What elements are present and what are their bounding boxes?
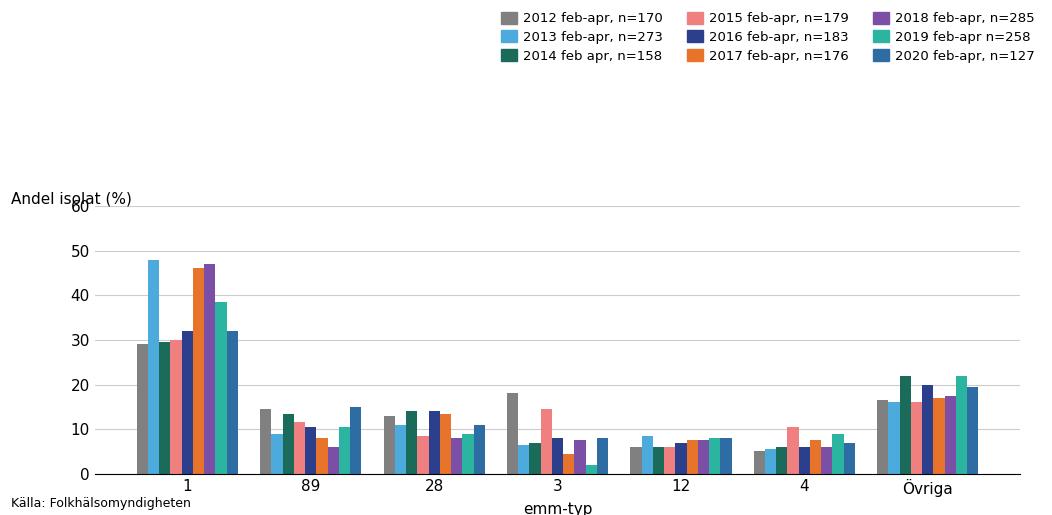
Bar: [394, 425, 406, 474]
Bar: [810, 440, 822, 474]
Bar: [137, 345, 148, 474]
Bar: [428, 411, 440, 474]
Bar: [899, 375, 911, 474]
Legend: 2012 feb-apr, n=170, 2013 feb-apr, n=273, 2014 feb apr, n=158, 2015 feb-apr, n=1: 2012 feb-apr, n=170, 2013 feb-apr, n=273…: [501, 12, 1035, 63]
Bar: [216, 302, 227, 474]
Bar: [721, 438, 731, 474]
Bar: [687, 440, 697, 474]
Bar: [642, 436, 653, 474]
Bar: [350, 407, 361, 474]
Bar: [327, 447, 339, 474]
Bar: [888, 402, 899, 474]
Bar: [305, 427, 317, 474]
Bar: [182, 331, 193, 474]
Bar: [798, 447, 810, 474]
Bar: [822, 447, 832, 474]
Bar: [473, 425, 485, 474]
Bar: [227, 331, 238, 474]
Bar: [294, 422, 305, 474]
Bar: [563, 454, 574, 474]
Bar: [754, 452, 765, 474]
Bar: [283, 414, 294, 474]
Bar: [967, 387, 978, 474]
Bar: [170, 340, 182, 474]
Bar: [541, 409, 552, 474]
Bar: [552, 438, 563, 474]
Bar: [675, 442, 687, 474]
Bar: [529, 442, 541, 474]
Bar: [440, 414, 451, 474]
Bar: [697, 440, 709, 474]
Bar: [418, 436, 428, 474]
Bar: [574, 440, 586, 474]
Bar: [911, 402, 923, 474]
Bar: [844, 442, 855, 474]
Bar: [956, 375, 967, 474]
Bar: [586, 465, 596, 474]
Bar: [923, 385, 933, 474]
Bar: [204, 264, 216, 474]
Bar: [709, 438, 721, 474]
Bar: [945, 396, 956, 474]
Bar: [339, 427, 350, 474]
Bar: [271, 434, 283, 474]
Bar: [664, 447, 675, 474]
Bar: [776, 447, 788, 474]
Bar: [519, 445, 529, 474]
Bar: [193, 268, 204, 474]
Bar: [451, 438, 462, 474]
Bar: [596, 438, 608, 474]
Bar: [462, 434, 473, 474]
Bar: [384, 416, 394, 474]
Bar: [765, 449, 776, 474]
Text: Källa: Folkhälsomyndigheten: Källa: Folkhälsomyndigheten: [11, 497, 190, 510]
Bar: [788, 427, 798, 474]
Bar: [877, 400, 888, 474]
X-axis label: emm-typ: emm-typ: [523, 502, 592, 515]
Bar: [933, 398, 945, 474]
Bar: [159, 342, 170, 474]
Bar: [317, 438, 327, 474]
Bar: [630, 447, 642, 474]
Bar: [148, 260, 159, 474]
Text: Andel isolat (%): Andel isolat (%): [11, 191, 132, 206]
Bar: [653, 447, 664, 474]
Bar: [260, 409, 271, 474]
Bar: [832, 434, 844, 474]
Bar: [406, 411, 418, 474]
Bar: [507, 393, 519, 474]
